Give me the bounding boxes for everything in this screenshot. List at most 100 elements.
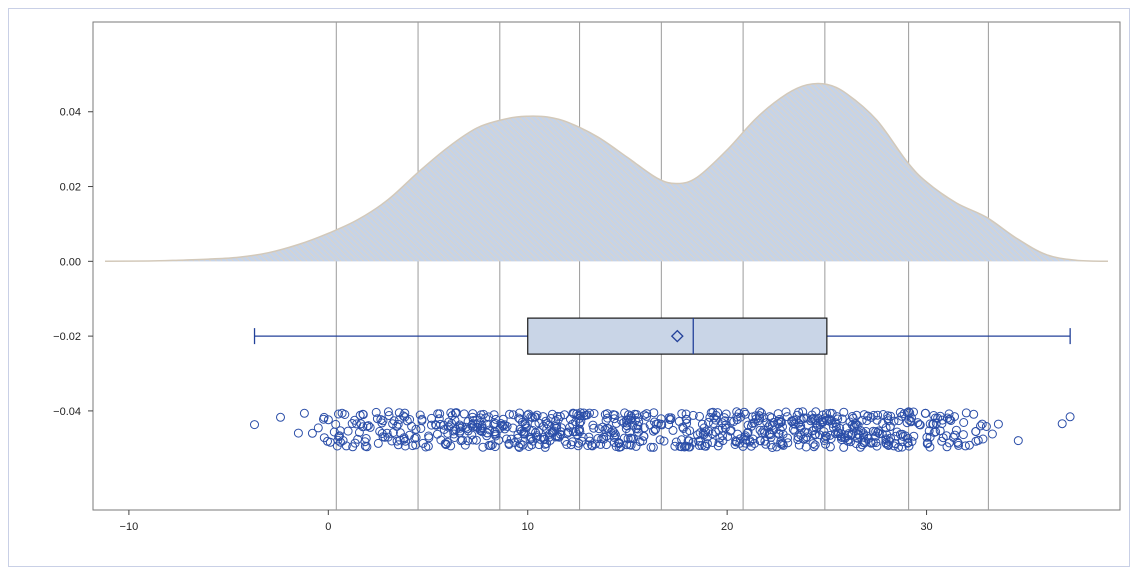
- mean-marker: [670, 329, 684, 343]
- strip-point: [417, 414, 427, 424]
- strip-point: [753, 416, 763, 426]
- strip-point: [709, 419, 718, 428]
- strip-point: [772, 442, 782, 452]
- strip-point: [807, 410, 817, 420]
- strip-point: [732, 407, 742, 417]
- strip-point: [383, 407, 393, 417]
- strip-point: [527, 440, 537, 450]
- strip-point: [546, 414, 556, 423]
- strip-point: [482, 428, 492, 438]
- strip-point: [904, 407, 914, 417]
- strip-point: [506, 434, 516, 444]
- strip-point: [820, 433, 830, 443]
- strip-point: [457, 422, 467, 432]
- strip-point: [552, 411, 562, 421]
- strip-point: [472, 415, 482, 425]
- strip-point: [769, 425, 779, 435]
- strip-point: [874, 426, 883, 436]
- density-curve: [104, 82, 1109, 263]
- strip-point: [890, 439, 900, 448]
- strip-point: [373, 438, 383, 448]
- strip-point: [868, 426, 878, 436]
- strip-point: [756, 408, 766, 418]
- strip-point: [626, 415, 635, 425]
- strip-point: [307, 428, 317, 438]
- strip-point: [922, 432, 932, 442]
- strip-point: [776, 417, 786, 427]
- strip-point: [408, 441, 418, 451]
- strip-point: [766, 440, 776, 450]
- strip-point: [623, 415, 633, 425]
- strip-point: [748, 434, 758, 444]
- strip-point: [489, 410, 499, 420]
- strip-point: [976, 421, 985, 431]
- strip-point: [319, 412, 329, 422]
- strip-point: [746, 441, 756, 451]
- strip-point: [578, 432, 588, 442]
- strip-point: [755, 436, 765, 446]
- strip-point: [547, 409, 557, 419]
- strip-point: [648, 442, 658, 452]
- strip-point: [803, 428, 813, 438]
- strip-point: [611, 418, 621, 428]
- strip-point: [721, 409, 731, 419]
- strip-point: [723, 432, 733, 441]
- strip-point: [681, 414, 691, 424]
- strip-point: [706, 408, 716, 418]
- strip-point: [336, 437, 345, 447]
- strip-point: [555, 412, 565, 421]
- density-area: [105, 83, 1108, 262]
- strip-point: [678, 422, 688, 432]
- strip-point: [987, 429, 997, 439]
- x-tick-label-2: 10: [522, 521, 534, 533]
- strip-point: [866, 437, 876, 447]
- strip-point: [528, 426, 538, 435]
- strip-point: [653, 419, 663, 428]
- strip-point: [639, 423, 649, 433]
- strip-point: [664, 420, 674, 430]
- strip-point: [680, 442, 689, 452]
- strip-point: [276, 412, 285, 422]
- strip-point: [411, 424, 421, 434]
- strip-point: [774, 429, 784, 439]
- strip-point: [915, 420, 925, 430]
- strip-point: [903, 433, 913, 443]
- strip-point: [799, 414, 809, 423]
- strip-point: [964, 440, 974, 450]
- strip-point: [751, 411, 761, 421]
- strip-point: [704, 417, 713, 427]
- strip-point: [703, 432, 712, 442]
- strip-point: [609, 414, 619, 424]
- strip-point: [794, 440, 804, 450]
- strip-point: [362, 421, 372, 431]
- strip-point: [534, 418, 544, 428]
- strip-point: [685, 442, 695, 452]
- strip-point: [619, 433, 629, 443]
- strip-point: [498, 414, 508, 424]
- strip-point: [468, 435, 478, 445]
- strip-point: [971, 427, 981, 436]
- strip-point: [704, 426, 714, 436]
- strip-point: [487, 440, 497, 450]
- strip-point: [510, 438, 520, 447]
- strip-point: [625, 428, 635, 437]
- strip-point: [851, 419, 861, 429]
- strip-point: [508, 410, 518, 420]
- strip-point: [794, 407, 804, 417]
- strip-point: [675, 441, 685, 451]
- strip-point: [323, 415, 333, 425]
- strip-point: [427, 420, 436, 430]
- strip-point: [922, 439, 932, 449]
- strip-point: [451, 408, 461, 418]
- strip-point: [477, 423, 487, 433]
- strip-point: [960, 441, 970, 451]
- strip-point: [519, 429, 529, 439]
- strip-point: [526, 412, 536, 422]
- strip-point: [802, 432, 812, 442]
- strip-point: [575, 418, 585, 428]
- strip-point: [515, 408, 524, 418]
- strip-point: [810, 440, 820, 450]
- strip-point: [720, 416, 730, 426]
- y-tick-label-4: −0.04: [53, 406, 81, 418]
- strip-point: [928, 419, 938, 429]
